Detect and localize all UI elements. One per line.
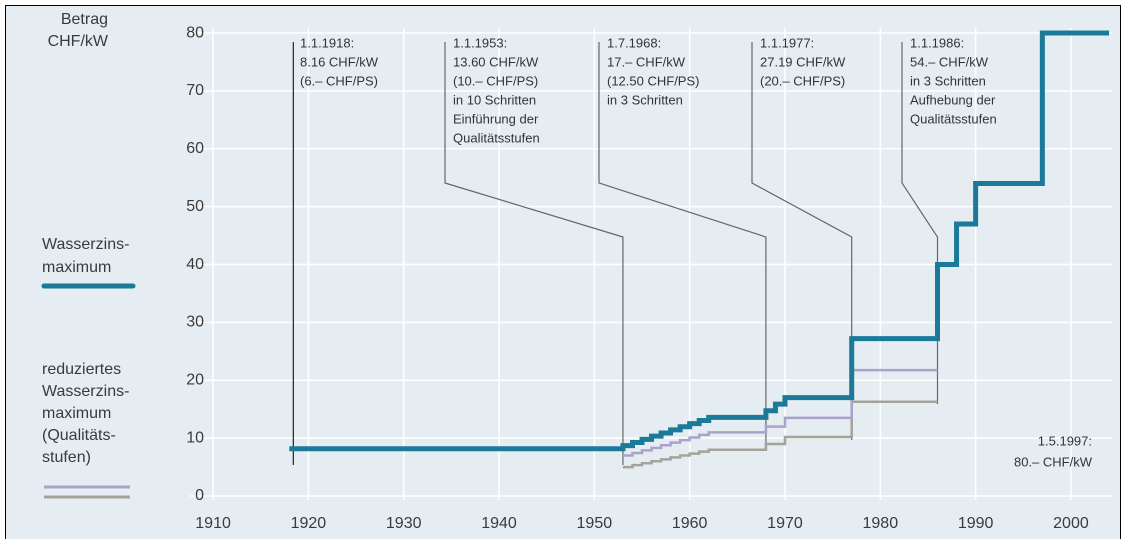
y-axis-label: Betrag	[61, 11, 108, 28]
legend-label: maximum	[42, 405, 111, 422]
annotation-leader	[444, 42, 624, 465]
y-tick-label: 40	[186, 256, 204, 273]
annotation-text: 54.– CHF/kW	[910, 54, 989, 69]
annotation-text: Aufhebung der	[910, 92, 996, 107]
x-tick-label: 1940	[481, 515, 517, 532]
y-tick-label: 70	[186, 82, 204, 99]
annotation-text: 1.1.1918:	[300, 35, 354, 50]
annotation-text: (12.50 CHF/PS)	[607, 73, 699, 88]
legend-label: Wasserzins-	[42, 383, 129, 400]
x-tick-label: 2000	[1053, 515, 1089, 532]
annotation-leader	[598, 42, 767, 450]
annotation-text: in 3 Schritten	[607, 92, 683, 107]
x-tick-label: 1930	[386, 515, 422, 532]
legend-label: maximum	[42, 259, 111, 276]
annotation-text: (6.– CHF/PS)	[300, 73, 378, 88]
x-tick-label: 1910	[195, 515, 231, 532]
annotation-text: 13.60 CHF/kW	[453, 54, 539, 69]
annotation-text: 8.16 CHF/kW	[300, 54, 379, 69]
annotation-text: Einführung der	[453, 111, 539, 126]
series-line	[622, 368, 938, 457]
annotation-text: (20.– CHF/PS)	[760, 73, 845, 88]
y-tick-label: 0	[195, 487, 204, 504]
x-tick-label: 1950	[577, 515, 613, 532]
x-tick-label: 1980	[863, 515, 899, 532]
y-tick-label: 60	[186, 140, 204, 157]
annotation-text: in 3 Schritten	[910, 73, 986, 88]
annotation-text: Qualitätsstufen	[453, 130, 540, 145]
annotation-text: 1.7.1968:	[607, 35, 661, 50]
x-tick-label: 1960	[672, 515, 708, 532]
annotation-text: 1.5.1997:	[1038, 433, 1092, 448]
annotation-text: in 10 Schritten	[453, 92, 536, 107]
x-tick-label: 1920	[291, 515, 327, 532]
y-tick-label: 80	[186, 24, 204, 41]
annotation-text: (10.– CHF/PS)	[453, 73, 538, 88]
legend-label: Wasserzins-	[42, 236, 129, 253]
annotation-text: 1.1.1977:	[760, 35, 814, 50]
legend-label: (Qualitäts-	[42, 427, 116, 444]
annotation-text: 80.– CHF/kW	[1014, 454, 1093, 469]
annotation-text: 1.1.1986:	[910, 35, 964, 50]
annotation-text: 27.19 CHF/kW	[760, 54, 846, 69]
annotation-text: Qualitätsstufen	[910, 111, 997, 126]
series-line	[289, 30, 1110, 452]
y-tick-label: 30	[186, 314, 204, 331]
x-tick-label: 1970	[767, 515, 803, 532]
annotation-text: 17.– CHF/kW	[607, 54, 686, 69]
x-tick-label: 1990	[958, 515, 994, 532]
y-tick-label: 20	[186, 372, 204, 389]
annotation-text: 1.1.1953:	[453, 35, 507, 50]
legend-label: stufen)	[42, 449, 91, 466]
y-tick-label: 10	[186, 429, 204, 446]
y-tick-label: 50	[186, 198, 204, 215]
y-axis-label: CHF/kW	[48, 33, 109, 50]
legend-label: reduziertes	[42, 361, 121, 378]
series-line	[622, 400, 938, 469]
